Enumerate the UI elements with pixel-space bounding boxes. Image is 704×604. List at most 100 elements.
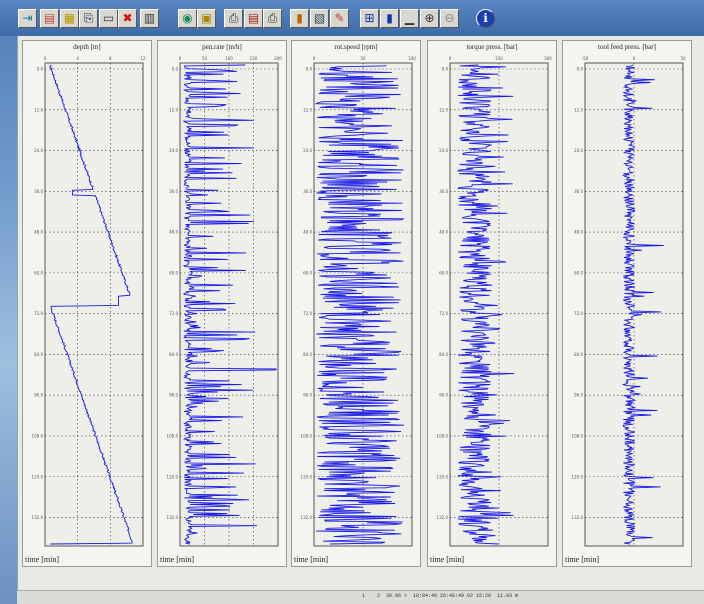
panel-plot: 0.0 12.0 24.0 36.0 48.0 60.0 72.0 84.0 96.0 108.0… [572, 56, 686, 547]
data-trace [457, 64, 515, 545]
data-trace [314, 64, 405, 545]
y-tick-label: 108.0 [167, 433, 179, 438]
chart-icon[interactable]: ▥ [140, 9, 159, 28]
panel-plot: 0.0 12.0 24.0 36.0 48.0 60.0 72.0 84.0 96.0 108.0… [301, 56, 416, 547]
auto-scale-icon[interactable]: ⊞ [360, 9, 379, 28]
panel-title: depth [m] [73, 43, 101, 51]
export-icon[interactable]: ▣ [197, 9, 216, 28]
time-axis-label: time [min] [565, 555, 599, 564]
y-tick-label: 120.0 [572, 474, 584, 479]
info-icon[interactable]: ℹ [476, 9, 495, 28]
x-tick-label: 0 [179, 56, 182, 61]
zoom-out-icon[interactable]: ⊖ [440, 9, 459, 28]
columns-icon[interactable]: ▮ [290, 9, 309, 28]
panel-title: rot.speed [rpm] [334, 43, 378, 51]
print-icon[interactable]: ⎙ [224, 9, 243, 28]
y-tick-label: 108.0 [301, 433, 313, 438]
y-tick-label: 36.0 [34, 189, 43, 194]
y-tick-label: 24.0 [574, 148, 583, 153]
x-tick-label: 0 [449, 56, 452, 61]
y-tick-label: 12.0 [303, 107, 312, 112]
y-tick-label: 132.0 [167, 515, 179, 520]
y-tick-label: 0.0 [306, 67, 313, 72]
x-tick-label: 0 [313, 56, 316, 61]
data-trace [182, 64, 277, 545]
y-tick-label: 36.0 [439, 189, 448, 194]
y-tick-label: 12.0 [169, 107, 178, 112]
y-tick-label: 12.0 [34, 107, 43, 112]
y-tick-label: 120.0 [437, 474, 449, 479]
y-tick-label: 60.0 [574, 270, 583, 275]
y-tick-label: 60.0 [34, 270, 43, 275]
print-preview-icon[interactable]: ▤ [244, 9, 263, 28]
y-tick-label: 132.0 [437, 515, 449, 520]
y-tick-label: 24.0 [34, 148, 43, 153]
pen-icon[interactable]: ✎ [330, 9, 349, 28]
y-tick-label: 132.0 [32, 515, 44, 520]
status-bar: 1 2 30.06 > 18:04:40 20:48:49 02 15:28 1… [17, 590, 704, 604]
x-tick-label: 4 [76, 56, 79, 61]
panel-plot: 0.0 12.0 24.0 36.0 48.0 60.0 72.0 84.0 96.0 108.0… [32, 56, 146, 547]
x-tick-label: -50 [582, 56, 589, 61]
y-tick-label: 132.0 [572, 515, 584, 520]
y-tick-label: 12.0 [574, 107, 583, 112]
zoom-in-icon[interactable]: ⊕ [420, 9, 439, 28]
y-tick-label: 84.0 [169, 352, 178, 357]
y-tick-label: 120.0 [301, 474, 313, 479]
y-tick-label: 132.0 [301, 515, 313, 520]
y-tick-label: 60.0 [439, 270, 448, 275]
exit-icon[interactable]: ⇥ [18, 9, 37, 28]
open-file-icon[interactable]: ▤ [40, 9, 59, 28]
y-tick-label: 12.0 [439, 107, 448, 112]
time-axis-label: time [min] [430, 555, 464, 564]
y-tick-label: 120.0 [32, 474, 44, 479]
chart-panel: tool feed press. [bar] 0.0 12.0 24.0 36.0 48.… [562, 40, 692, 567]
y-tick-label: 84.0 [574, 352, 583, 357]
scale-icon[interactable]: ▁ [400, 9, 419, 28]
y-tick-label: 0.0 [37, 67, 44, 72]
y-tick-label: 108.0 [32, 433, 44, 438]
y-tick-label: 84.0 [34, 352, 43, 357]
panel-plot: 0.0 12.0 24.0 36.0 48.0 60.0 72.0 84.0 96.0 108.0… [437, 56, 552, 547]
x-tick-label: 100 [408, 56, 416, 61]
x-tick-label: 150 [250, 56, 258, 61]
y-tick-label: 48.0 [303, 230, 312, 235]
x-tick-label: 300 [544, 56, 552, 61]
x-tick-label: 50 [202, 56, 208, 61]
chart-panel: pen.rate [m/h] 0.0 12.0 24.0 36.0 48.0 60.0 72.… [157, 40, 287, 567]
panel-title: torque press. [bar] [466, 43, 518, 51]
y-tick-label: 96.0 [439, 393, 448, 398]
y-tick-label: 36.0 [169, 189, 178, 194]
x-tick-label: 50 [360, 56, 366, 61]
y-tick-label: 48.0 [169, 230, 178, 235]
y-tick-label: 60.0 [303, 270, 312, 275]
x-tick-label: 50 [680, 56, 686, 61]
y-tick-label: 120.0 [167, 474, 179, 479]
y-tick-label: 84.0 [439, 352, 448, 357]
y-tick-label: 24.0 [303, 148, 312, 153]
chart-panel: depth [m] 0.0 12.0 24.0 36.0 48.0 60.0 72.0 84.0… [22, 40, 152, 567]
folder-icon[interactable]: ▦ [60, 9, 79, 28]
table-icon[interactable]: ▭ [99, 9, 118, 28]
x-tick-label: 0 [44, 56, 47, 61]
delete-icon[interactable]: ✖ [118, 9, 137, 28]
y-tick-label: 108.0 [572, 433, 584, 438]
y-tick-label: 72.0 [34, 311, 43, 316]
pdf-icon[interactable]: ◉ [178, 9, 197, 28]
chart-window: depth [m] 0.0 12.0 24.0 36.0 48.0 60.0 72.0 84.0… [17, 36, 704, 604]
info-bar-icon[interactable]: ▮ [380, 9, 399, 28]
y-tick-label: 36.0 [303, 189, 312, 194]
settings-icon[interactable]: ▧ [310, 9, 329, 28]
panel-plot: 0.0 12.0 24.0 36.0 48.0 60.0 72.0 84.0 96.0 108.0… [167, 56, 282, 547]
y-tick-label: 48.0 [574, 230, 583, 235]
x-tick-label: 100 [225, 56, 233, 61]
y-tick-label: 24.0 [439, 148, 448, 153]
y-tick-label: 96.0 [574, 393, 583, 398]
y-tick-label: 0.0 [577, 67, 584, 72]
y-tick-label: 24.0 [169, 148, 178, 153]
copy-icon[interactable]: ⎘ [79, 9, 98, 28]
printer-setup-icon[interactable]: ⎙ [263, 9, 282, 28]
y-tick-label: 36.0 [574, 189, 583, 194]
y-tick-label: 0.0 [172, 67, 179, 72]
y-tick-label: 48.0 [439, 230, 448, 235]
